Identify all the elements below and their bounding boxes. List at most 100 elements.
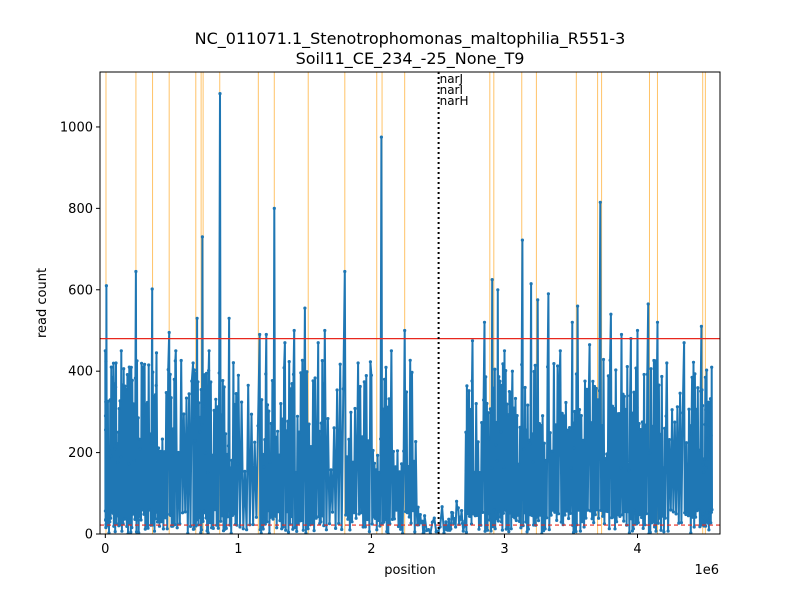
data-point	[538, 513, 542, 517]
data-point	[544, 458, 548, 463]
data-point	[705, 437, 709, 441]
y-axis-label: read count	[35, 268, 50, 338]
marker-label: narH	[440, 94, 469, 108]
data-point	[455, 499, 459, 503]
data-point	[109, 454, 113, 458]
data-point	[194, 387, 198, 391]
data-point	[289, 514, 293, 519]
data-point	[286, 419, 290, 423]
data-point	[198, 430, 202, 434]
data-point	[531, 514, 535, 518]
data-point	[214, 397, 218, 401]
data-point	[366, 439, 370, 443]
data-point	[523, 385, 527, 390]
data-point	[646, 302, 650, 306]
data-point	[164, 391, 168, 395]
data-point	[454, 525, 458, 529]
data-point	[171, 427, 175, 431]
data-point	[194, 518, 199, 522]
data-point	[125, 524, 129, 529]
data-point	[503, 508, 507, 512]
data-point	[658, 516, 662, 520]
data-point	[192, 368, 196, 372]
data-point	[420, 519, 425, 523]
data-point	[272, 206, 276, 210]
data-point	[200, 528, 204, 532]
data-point	[663, 516, 667, 520]
data-point	[677, 521, 681, 525]
data-point	[416, 505, 420, 509]
data-point	[151, 370, 155, 374]
data-point	[127, 462, 131, 466]
data-point	[199, 531, 203, 534]
data-point	[154, 510, 158, 514]
data-point	[493, 527, 497, 531]
data-point	[145, 400, 149, 405]
data-point	[217, 371, 221, 375]
data-point	[465, 384, 469, 388]
data-point	[107, 448, 111, 452]
data-point	[662, 530, 666, 534]
data-point	[560, 411, 564, 415]
data-point	[314, 516, 318, 520]
data-point	[116, 460, 120, 465]
data-point	[496, 288, 500, 292]
data-point	[535, 424, 539, 428]
data-point	[246, 383, 250, 387]
data-point	[709, 433, 713, 438]
data-point	[460, 509, 464, 513]
data-point	[276, 510, 280, 514]
data-point	[637, 422, 641, 426]
data-point	[122, 367, 126, 371]
data-point	[224, 432, 228, 436]
data-point	[117, 407, 121, 411]
data-point	[675, 405, 680, 409]
data-point	[409, 521, 413, 525]
data-point	[585, 387, 589, 391]
y-tick-label: 800	[68, 202, 93, 217]
data-point	[260, 515, 264, 519]
data-point	[109, 516, 113, 520]
data-point	[155, 520, 160, 524]
y-tick-label: 200	[68, 446, 93, 461]
data-point	[284, 528, 288, 532]
data-point	[149, 441, 154, 445]
data-point	[111, 375, 115, 379]
data-point	[638, 513, 642, 517]
data-point	[411, 509, 415, 513]
data-point	[570, 320, 574, 324]
data-point	[548, 431, 552, 435]
data-point	[678, 391, 682, 395]
data-point	[129, 365, 133, 369]
data-point	[478, 471, 482, 475]
data-point	[601, 514, 605, 518]
data-point	[522, 447, 526, 451]
data-point	[292, 328, 296, 333]
data-point	[705, 403, 710, 407]
data-point	[574, 421, 578, 425]
data-point	[557, 383, 562, 387]
data-point	[313, 376, 317, 380]
data-point	[119, 349, 123, 353]
data-point	[151, 395, 156, 399]
data-point	[269, 421, 273, 426]
data-point	[337, 521, 341, 526]
data-point	[432, 516, 436, 520]
data-point	[636, 521, 640, 525]
data-point	[249, 412, 254, 416]
data-point	[108, 398, 112, 402]
data-point	[267, 409, 271, 413]
data-point	[507, 530, 511, 534]
data-point	[525, 530, 529, 534]
data-point	[597, 389, 602, 393]
data-point	[645, 372, 649, 376]
data-point	[282, 366, 286, 370]
data-point	[571, 421, 575, 425]
data-point	[304, 531, 308, 534]
data-point	[682, 341, 686, 345]
data-point	[114, 361, 118, 365]
data-point	[582, 525, 586, 529]
data-point	[225, 452, 229, 457]
data-point	[277, 453, 281, 457]
data-point	[690, 375, 694, 379]
